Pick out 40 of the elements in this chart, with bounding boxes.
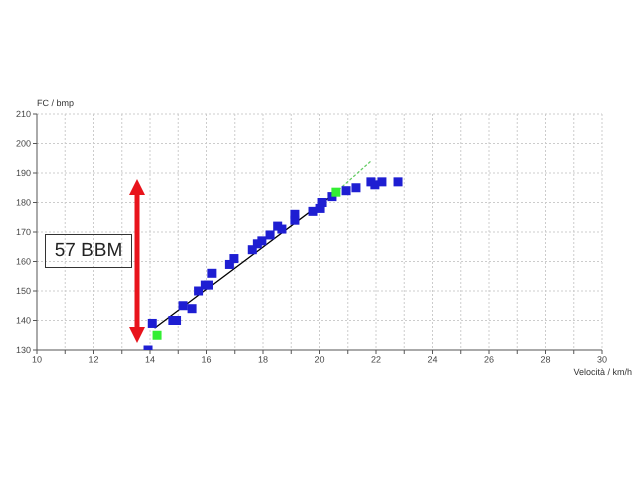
x-tick-label: 10 xyxy=(32,354,42,364)
point xyxy=(207,268,216,278)
y-tick-label: 190 xyxy=(16,168,31,178)
x-tick-label: 14 xyxy=(144,354,156,364)
x-tick-label: 30 xyxy=(596,354,608,364)
point xyxy=(257,236,266,246)
y-tick-label: 180 xyxy=(16,198,31,208)
y-tick-label: 170 xyxy=(16,227,31,238)
point xyxy=(148,318,157,328)
point xyxy=(377,177,386,186)
y-tick-label: 130 xyxy=(16,345,31,356)
x-tick-label: 22 xyxy=(370,354,382,364)
point xyxy=(318,198,327,207)
x-tick-label: 28 xyxy=(540,354,551,364)
y-tick-label: 150 xyxy=(16,286,31,296)
point xyxy=(194,286,204,296)
point xyxy=(266,230,275,240)
point xyxy=(342,186,351,196)
y-axis-title: FC / bmp xyxy=(37,98,74,108)
point xyxy=(152,330,162,340)
y-tick-label: 160 xyxy=(16,256,31,267)
x-tick-label: 16 xyxy=(201,354,212,364)
x-tick-label: 26 xyxy=(484,354,494,364)
point xyxy=(277,224,286,234)
x-tick-label: 20 xyxy=(314,354,325,364)
point xyxy=(204,280,213,290)
y-tick-label: 210 xyxy=(16,109,31,120)
x-tick-label: 18 xyxy=(258,354,268,364)
point xyxy=(229,254,238,264)
x-tick-label: 12 xyxy=(88,354,99,364)
y-tick-label: 200 xyxy=(16,138,31,149)
point xyxy=(331,188,340,197)
point xyxy=(290,216,300,225)
point xyxy=(351,183,360,192)
x-tick-label: 24 xyxy=(427,354,438,364)
point xyxy=(394,177,403,186)
point xyxy=(188,304,197,314)
y-tick-label: 140 xyxy=(16,316,31,326)
x-axis-title: Velocità / km/h xyxy=(573,367,632,377)
point xyxy=(178,301,188,310)
